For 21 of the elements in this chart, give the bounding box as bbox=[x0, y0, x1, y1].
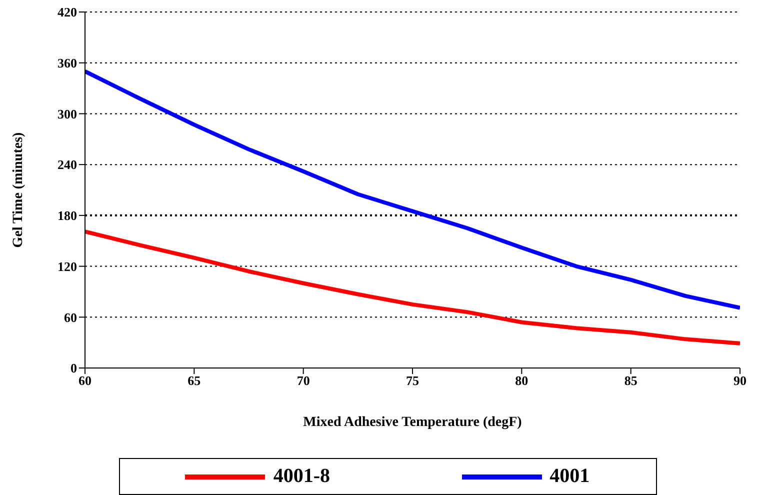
x-tick-label: 85 bbox=[624, 373, 638, 388]
y-tick-label: 300 bbox=[58, 106, 77, 122]
x-axis-title: Mixed Adhesive Temperature (degF) bbox=[303, 415, 522, 430]
y-tick-label: 180 bbox=[58, 208, 77, 224]
y-tick-label: 360 bbox=[58, 55, 77, 70]
y-axis-title: Gel Time (minutes) bbox=[10, 132, 26, 248]
x-tick-label: 75 bbox=[406, 373, 420, 388]
line-series bbox=[85, 69, 740, 310]
y-tick-label: 60 bbox=[64, 310, 77, 325]
legend-label: 4001 bbox=[548, 465, 590, 488]
x-tick-label: 80 bbox=[515, 373, 528, 388]
y-tick-label: 120 bbox=[58, 258, 77, 274]
x-tick-label: 60 bbox=[78, 373, 92, 388]
x-tick-label: 70 bbox=[296, 373, 310, 388]
line-series bbox=[85, 230, 740, 346]
x-tick-label: 90 bbox=[734, 373, 746, 388]
x-tick-label: 65 bbox=[188, 373, 202, 388]
y-tick-label: 240 bbox=[58, 157, 77, 172]
y-tick-label: 0 bbox=[70, 360, 77, 376]
y-tick-label: 420 bbox=[58, 4, 77, 20]
legend-label: 4001-8 bbox=[272, 465, 330, 488]
